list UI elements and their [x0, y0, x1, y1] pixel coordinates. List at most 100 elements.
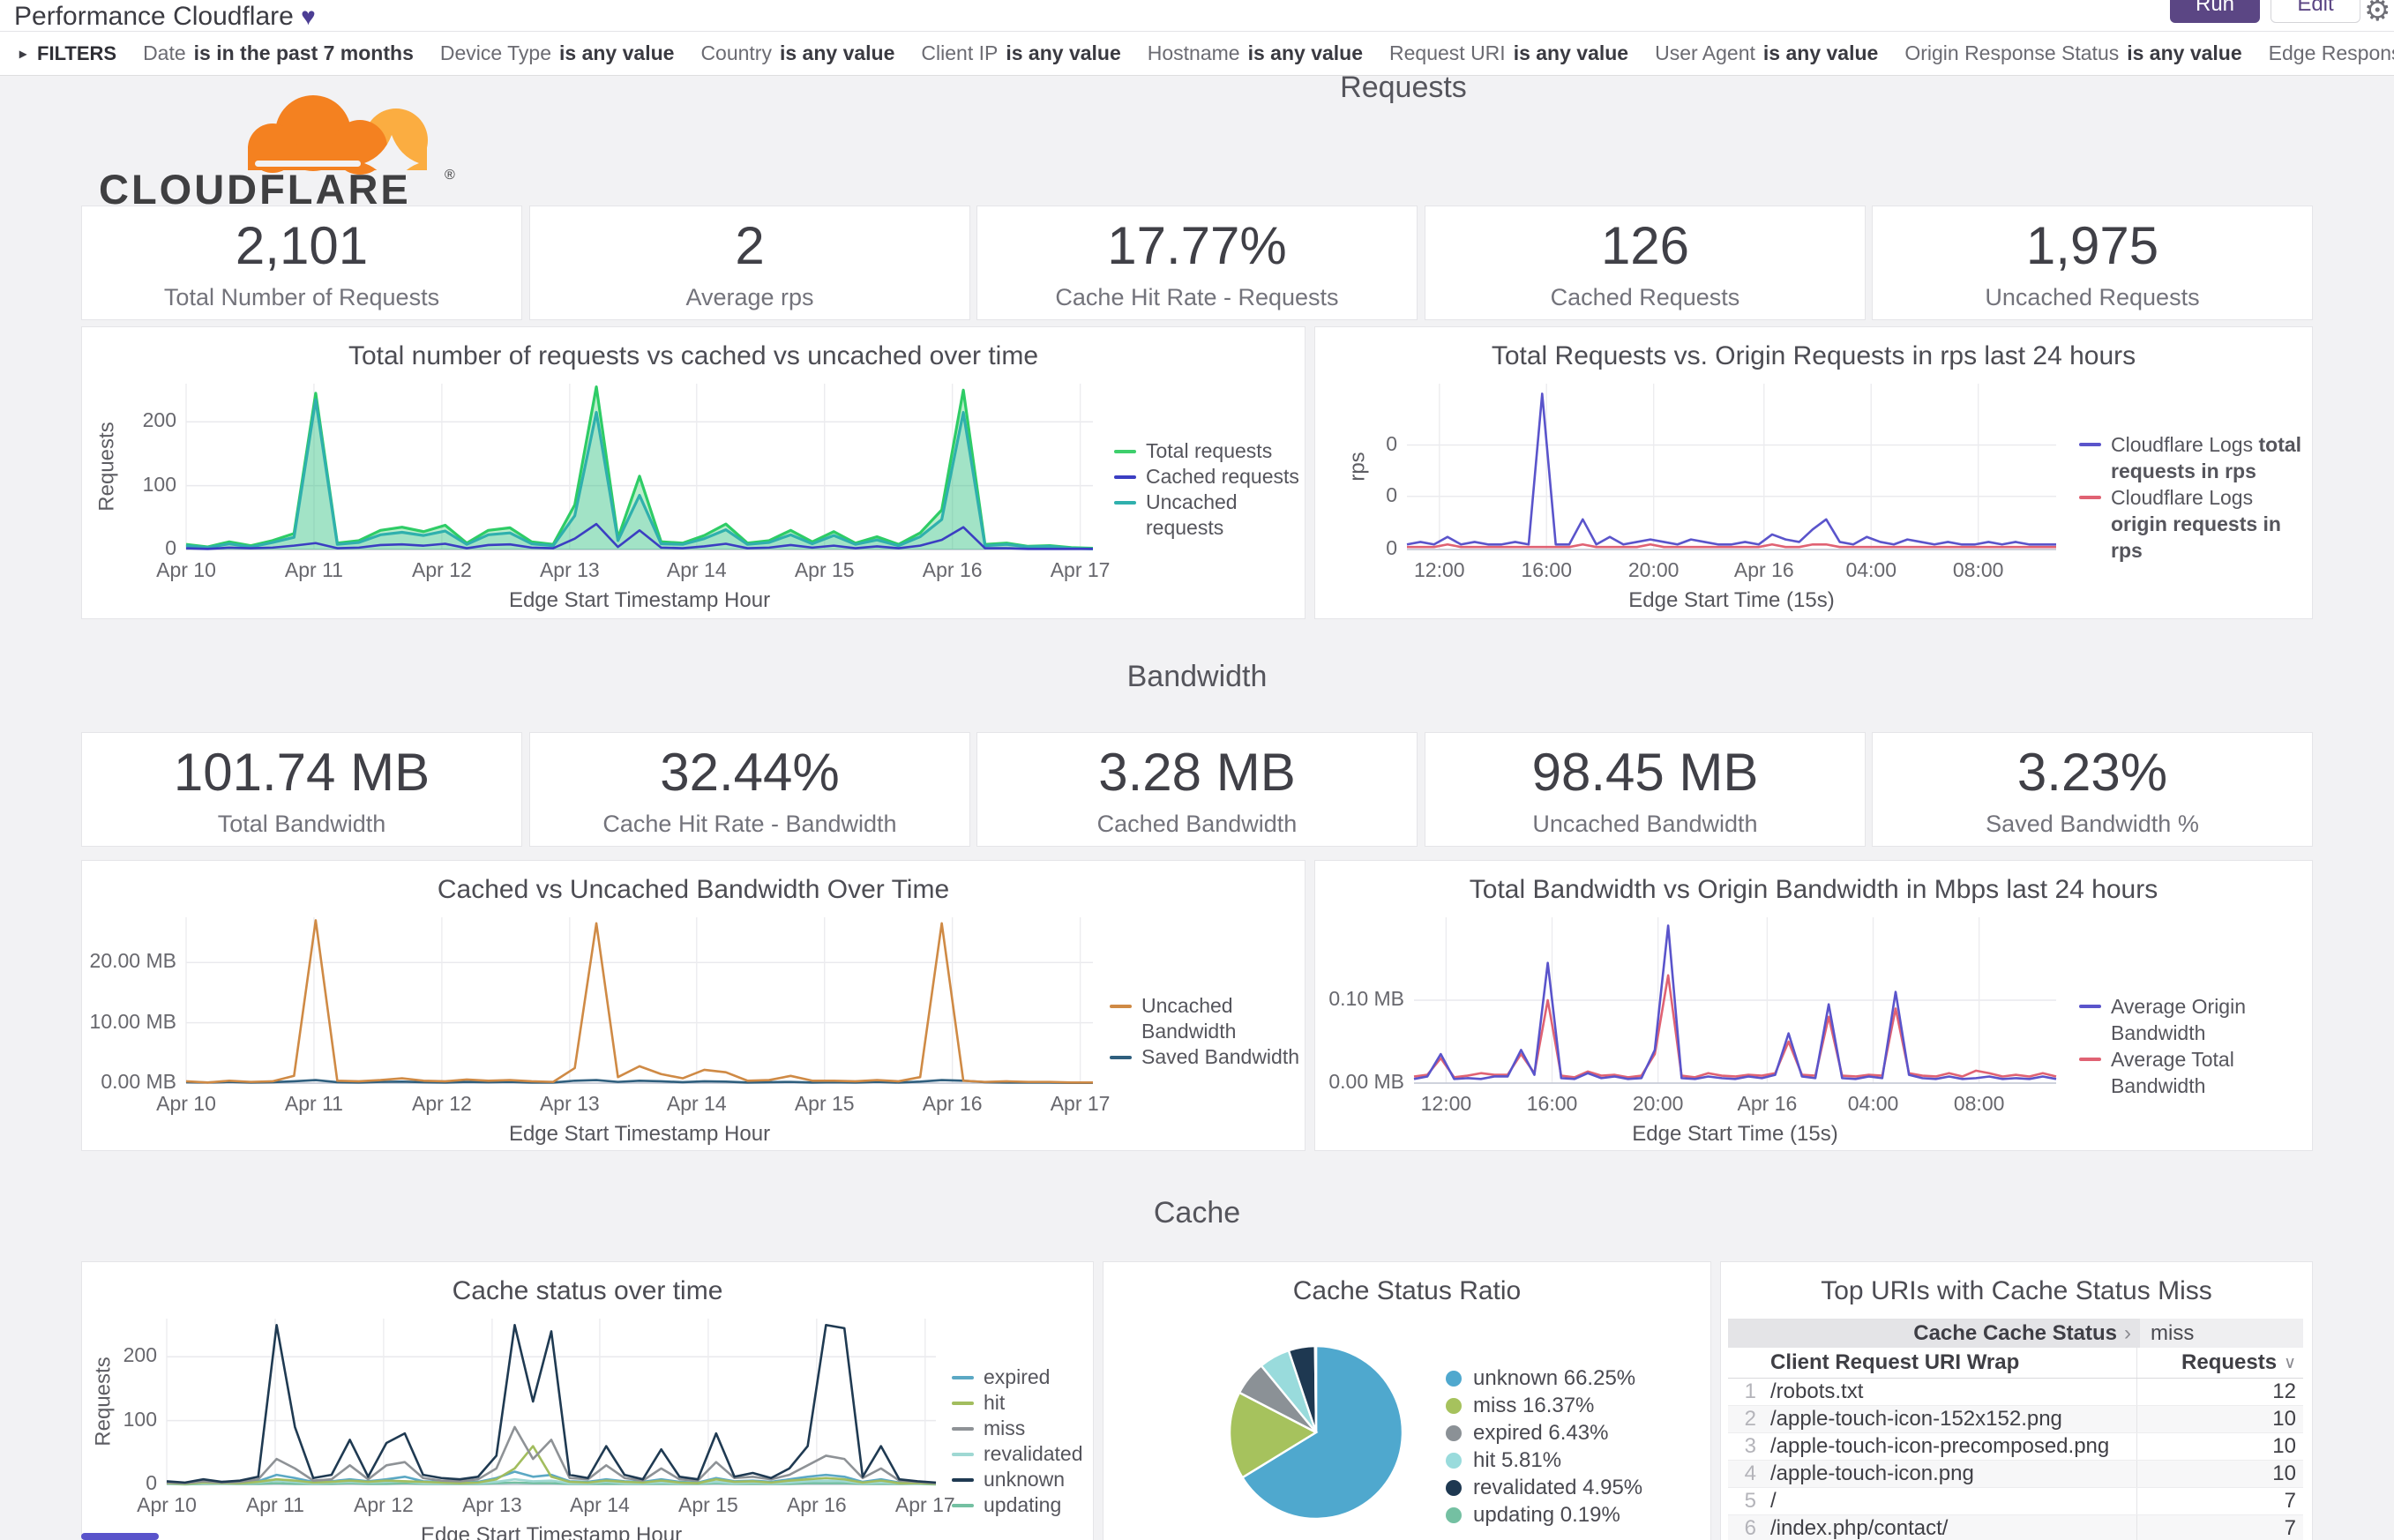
horizontal-scrollbar-thumb[interactable]	[81, 1533, 159, 1540]
filter-request-uri[interactable]: Request URI is any value	[1389, 41, 1629, 64]
uri-cell[interactable]: /apple-touch-icon-precomposed.png	[1763, 1433, 2137, 1460]
kpi-cache-hit-rate-requests: 17.77% Cache Hit Rate - Requests	[976, 206, 1418, 320]
filter-origin-response-status[interactable]: Origin Response Status is any value	[1904, 41, 2242, 64]
filter-date[interactable]: Date is in the past 7 months	[143, 41, 414, 64]
legend-swatch	[2079, 443, 2101, 446]
pie-legend-expired[interactable]: expired 6.43%	[1446, 1419, 1697, 1447]
filter-hostname[interactable]: Hostname is any value	[1147, 41, 1364, 64]
legend-dot	[1446, 1506, 1462, 1523]
legend-item-uncached-bandwidth[interactable]: Uncached Bandwidth	[1110, 993, 1299, 1044]
filters-toggle[interactable]: ▸ FILTERS	[19, 42, 116, 65]
kpi-saved-bandwidth-pct: 3.23% Saved Bandwidth %	[1872, 732, 2313, 847]
legend-item-expired[interactable]: expired	[952, 1364, 1091, 1390]
kpi-average-rps: 2 Average rps	[529, 206, 970, 320]
pie-legend-hit[interactable]: hit 5.81%	[1446, 1447, 1697, 1474]
requests-cell[interactable]: 10	[2272, 1434, 2296, 1458]
kpi-value: 3.28 MB	[1098, 742, 1296, 802]
legend-swatch	[1114, 475, 1136, 479]
pie-legend-revalidated[interactable]: revalidated 4.95%	[1446, 1474, 1697, 1501]
filter-client-ip[interactable]: Client IP is any value	[921, 41, 1121, 64]
legend-item-miss[interactable]: miss	[952, 1416, 1091, 1441]
table-row: 3/apple-touch-icon-precomposed.png 10	[1728, 1433, 2303, 1461]
legend-swatch	[952, 1504, 974, 1507]
expand-triangle-icon: ▸	[19, 46, 27, 62]
kpi-label: Cached Requests	[1550, 283, 1740, 310]
kpi-total-requests: 2,101 Total Number of Requests	[81, 206, 522, 320]
chart-card-rps-24h: Total Requests vs. Origin Requests in rp…	[1314, 326, 2313, 619]
kpi-cached-requests: 126 Cached Requests	[1425, 206, 1866, 320]
filter-device-type[interactable]: Device Type is any value	[439, 41, 675, 64]
gear-icon[interactable]: ⚙	[2364, 0, 2391, 27]
pie-legend-updating[interactable]: updating 0.19%	[1446, 1501, 1697, 1529]
table-row: 4/apple-touch-icon.png 10	[1728, 1461, 2303, 1488]
requests-cell[interactable]: 10	[2272, 1407, 2296, 1431]
x-axis-label: Edge Start Time (15s)	[1632, 1122, 1838, 1146]
legend-item-updating[interactable]: updating	[952, 1492, 1091, 1518]
section-title-cache: Cache	[1153, 1196, 1241, 1230]
pie-legend-unknown[interactable]: unknown 66.25%	[1446, 1364, 1697, 1392]
legend-swatch	[952, 1376, 974, 1379]
legend-item-unknown[interactable]: unknown	[952, 1467, 1091, 1492]
uri-cell[interactable]: /index.php/contact/	[1763, 1515, 2137, 1540]
uri-cell[interactable]: /apple-touch-icon-152x152.png	[1763, 1406, 2137, 1432]
table-row: 5/7	[1728, 1488, 2303, 1515]
legend-item-revalidated[interactable]: revalidated	[952, 1441, 1091, 1467]
filter-user-agent[interactable]: User Agent is any value	[1655, 41, 1879, 64]
run-button[interactable]: Run	[2170, 0, 2260, 23]
pivot-value-miss[interactable]: miss	[2140, 1319, 2303, 1348]
chart-card-cache-status-ratio: Cache Status Ratio unknown 66.25% miss 1…	[1103, 1261, 1711, 1540]
chart-title: Total Bandwidth vs Origin Bandwidth in M…	[1469, 875, 2158, 904]
requests-cell[interactable]: 12	[2272, 1379, 2296, 1403]
chart-legend: Uncached Bandwidth Saved Bandwidth	[1110, 993, 1299, 1070]
chart-title: Cache Status Ratio	[1292, 1276, 1522, 1305]
legend-swatch	[2079, 1005, 2101, 1008]
kpi-cache-hit-rate-bandwidth: 32.44% Cache Hit Rate - Bandwidth	[529, 732, 970, 847]
y-axis-label: Requests	[92, 1357, 116, 1447]
uri-cell[interactable]: /	[1763, 1488, 2137, 1514]
column-header-requests[interactable]: Requests ∨	[2181, 1350, 2296, 1374]
requests-cell[interactable]: 10	[2272, 1462, 2296, 1485]
pie-legend-miss[interactable]: miss 16.37%	[1446, 1392, 1697, 1419]
x-axis-label: Edge Start Timestamp Hour	[508, 1122, 771, 1146]
legend-dot	[1446, 1370, 1462, 1387]
legend-item-average-origin-bandwidth[interactable]: Average Origin Bandwidth	[2079, 993, 2307, 1046]
legend-swatch	[1114, 450, 1136, 453]
x-axis-label: Edge Start Time (15s)	[1628, 588, 1835, 612]
legend-item-origin-requests-rps[interactable]: Cloudflare Logs origin requests in rps	[2079, 484, 2307, 564]
section-title-bandwidth: Bandwidth	[1126, 660, 1268, 693]
kpi-value: 2,101	[235, 215, 369, 275]
chart-card-cache-status-over-time: Cache status over time Requests 0 100 200 …	[81, 1261, 1094, 1540]
uri-cell[interactable]: /robots.txt	[1763, 1379, 2137, 1405]
kpi-value: 17.77%	[1107, 215, 1287, 275]
table-header-row: Client Request URI Wrap Requests ∨	[1728, 1348, 2303, 1379]
uri-cell[interactable]: /apple-touch-icon.png	[1763, 1461, 2137, 1487]
legend-item-hit[interactable]: hit	[952, 1390, 1091, 1416]
legend-item-uncached-requests[interactable]: Uncached requests	[1114, 490, 1301, 541]
chart-card-top-uris: Top URIs with Cache Status Miss Cache Ca…	[1720, 1261, 2313, 1540]
legend-item-average-total-bandwidth[interactable]: Average Total Bandwidth	[2079, 1046, 2307, 1099]
pivot-header[interactable]: Cache Cache Status ›	[1728, 1319, 2140, 1348]
edit-button[interactable]: Edit	[2271, 0, 2360, 23]
legend-dot	[1446, 1479, 1462, 1496]
legend-item-cached-requests[interactable]: Cached requests	[1114, 464, 1301, 490]
table-row: 6/index.php/contact/7	[1728, 1515, 2303, 1540]
kpi-label: Cache Hit Rate - Requests	[1055, 283, 1339, 310]
requests-cell[interactable]: 7	[2284, 1516, 2296, 1540]
kpi-label: Cache Hit Rate - Bandwidth	[602, 810, 897, 837]
legend-item-saved-bandwidth[interactable]: Saved Bandwidth	[1110, 1044, 1299, 1070]
column-header-uri[interactable]: Client Request URI Wrap	[1763, 1348, 2137, 1378]
legend-item-total-requests[interactable]: Total requests	[1114, 438, 1301, 464]
kpi-value: 1,975	[2025, 215, 2159, 275]
chart-card-bandwidth-over-time: Cached vs Uncached Bandwidth Over Time 0…	[81, 860, 1305, 1151]
legend-item-total-requests-rps[interactable]: Cloudflare Logs total requests in rps	[2079, 431, 2307, 484]
chart-legend: Cloudflare Logs total requests in rps Cl…	[2079, 431, 2307, 564]
legend-swatch	[952, 1478, 974, 1482]
legend-swatch	[2079, 1058, 2101, 1061]
requests-cell[interactable]: 7	[2284, 1489, 2296, 1513]
bandwidth-24h-plot: 0.00 MB 0.10 MB 12:00 16:00 20:00 Apr 16 04:0…	[1328, 917, 2056, 1146]
kpi-label: Uncached Requests	[1985, 283, 2200, 310]
filter-country[interactable]: Country is any value	[700, 41, 895, 64]
kpi-value: 126	[1600, 215, 1690, 275]
kpi-value: 3.23%	[2016, 742, 2168, 802]
